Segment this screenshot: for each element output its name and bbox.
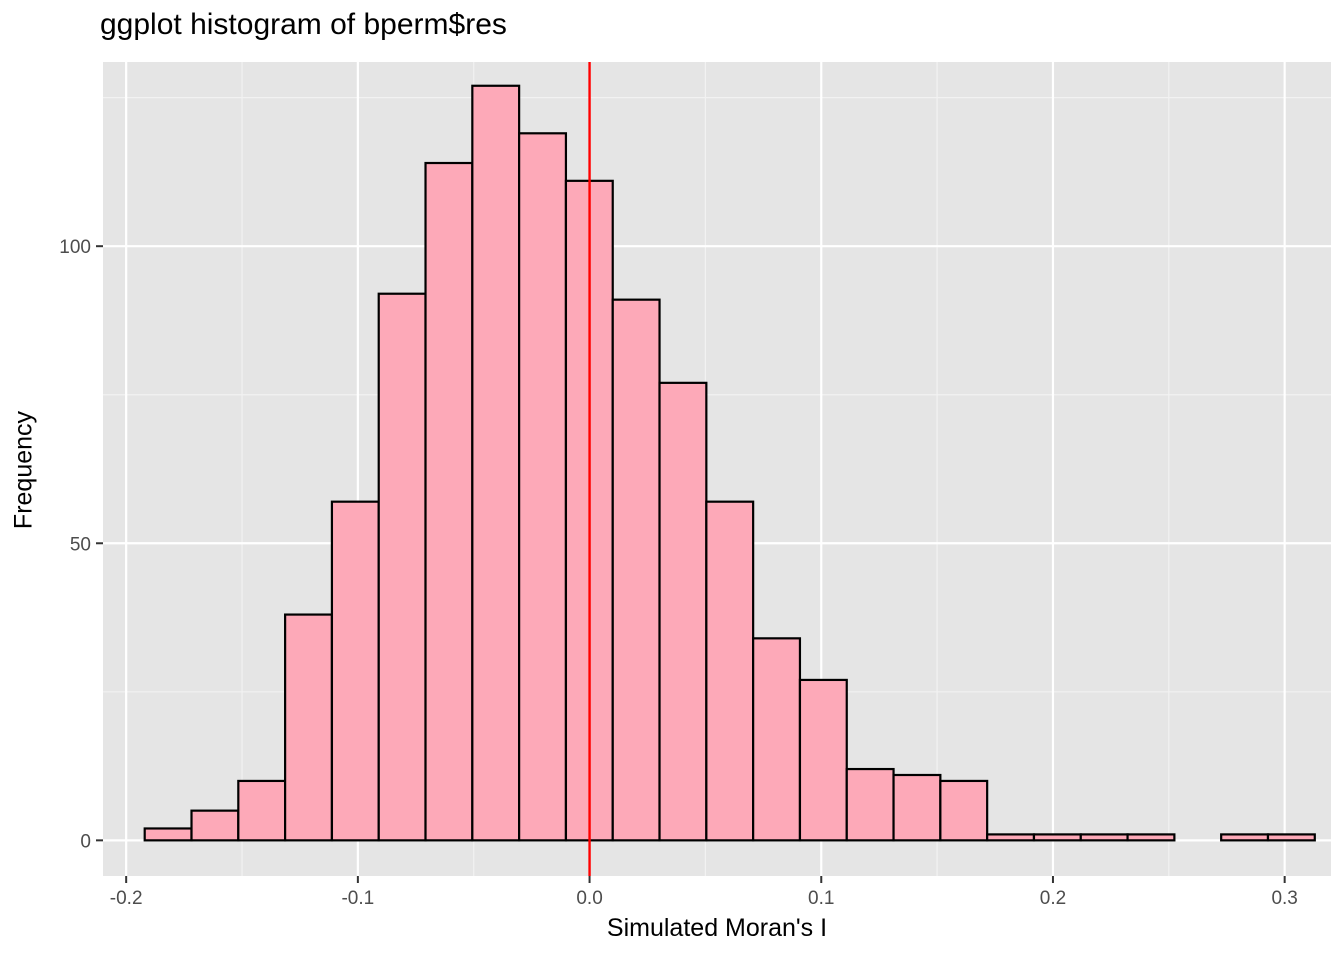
histogram-bar xyxy=(986,833,1036,842)
histogram-bar xyxy=(377,292,427,842)
histogram-bar xyxy=(424,161,474,842)
histogram-bar xyxy=(471,84,521,842)
y-tick-label: 100 xyxy=(59,237,91,258)
x-axis: -0.2 -0.1 0.0 0.1 0.2 0.3 xyxy=(110,876,1298,909)
histogram-bar xyxy=(237,779,287,842)
chart-title: ggplot histogram of bperm$res xyxy=(100,8,507,41)
x-tick-label: 0.3 xyxy=(1271,888,1297,909)
histogram-bar xyxy=(190,809,240,842)
histogram-bars xyxy=(143,84,1316,842)
histogram-bar xyxy=(658,381,708,842)
histogram-bar xyxy=(611,298,661,842)
x-tick-label: -0.2 xyxy=(110,888,143,909)
histogram-bar xyxy=(330,500,380,842)
histogram-bar xyxy=(798,678,848,842)
histogram-bar xyxy=(1126,833,1176,842)
y-tick-label: 50 xyxy=(70,534,91,555)
histogram-bar xyxy=(1079,833,1129,842)
x-tick-label: 0.2 xyxy=(1040,888,1066,909)
y-tick-label: 0 xyxy=(80,831,91,852)
histogram-bar xyxy=(1032,833,1082,842)
y-axis: 0 50 100 xyxy=(59,237,103,852)
histogram-bar xyxy=(143,827,193,842)
histogram-bar xyxy=(705,500,755,842)
histogram-bar xyxy=(892,773,942,842)
histogram-bar xyxy=(284,613,334,842)
histogram-bar xyxy=(845,767,895,842)
histogram-bar xyxy=(939,779,989,842)
histogram-bar xyxy=(518,132,568,842)
x-tick-label: 0.0 xyxy=(576,888,602,909)
x-tick-label: -0.1 xyxy=(341,888,374,909)
histogram-bar xyxy=(752,637,802,842)
histogram-bar xyxy=(1220,833,1270,842)
histogram-bar xyxy=(1266,833,1316,842)
x-tick-label: 0.1 xyxy=(808,888,834,909)
y-axis-label: Frequency xyxy=(9,410,38,530)
x-axis-label: Simulated Moran's I xyxy=(606,914,828,942)
